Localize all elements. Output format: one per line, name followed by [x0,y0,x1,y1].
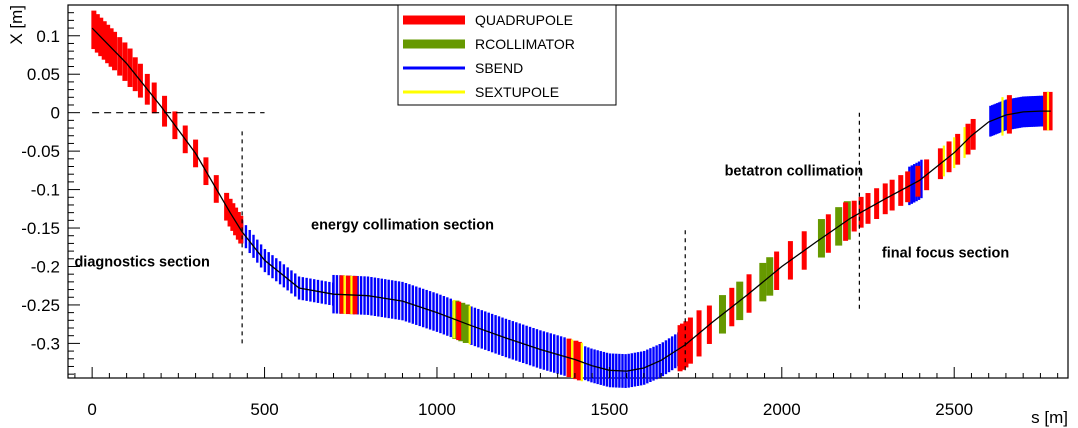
y-tick-label: 0.05 [27,65,60,84]
legend-entries: QUADRUPOLE RCOLLIMATOR SBEND SEXTUPOLE [403,12,575,100]
section-annotations: diagnostics section energy collimation se… [74,164,1009,271]
y-tick-label: -0.2 [31,257,60,276]
x-tick-label: 500 [250,400,278,419]
legend-swatch [403,39,465,49]
legend-label: SEXTUPOLE [475,84,559,100]
x-tick-label: 0 [87,400,96,419]
section-label: diagnostics section [74,254,209,270]
y-axis: 0.1 0.05 0 -0.05 -0.1 -0.15 -0.2 -0.25 -0.3 [21,12,80,375]
legend-label: SBEND [475,60,523,76]
x-tick-label: 2500 [935,400,973,419]
x-tick-label: 2000 [763,400,801,419]
x-axis-title: s [m] [1031,408,1068,427]
section-label: betatron collimation [725,164,864,180]
y-tick-label: -0.3 [31,334,60,353]
x-tick-label: 1000 [418,400,456,419]
orbit-line [91,27,1051,372]
legend-swatch [403,66,465,70]
section-label: energy collimation section [311,218,494,234]
y-tick-label: -0.05 [21,142,60,161]
legend: QUADRUPOLE RCOLLIMATOR SBEND SEXTUPOLE [397,4,617,106]
legend-label: QUADRUPOLE [475,12,573,28]
y-tick-label: 0.1 [36,27,60,46]
x-axis: 0 500 1000 1500 2000 2500 [74,367,1059,419]
section-label: final focus section [882,245,1009,261]
y-axis-title: X [m] [7,5,26,45]
x-tick-label: 1500 [590,400,628,419]
section-dividers [92,108,860,371]
y-tick-label: -0.1 [31,181,60,200]
y-tick-label: -0.25 [21,296,60,315]
legend-label: RCOLLIMATOR [475,36,575,52]
y-tick-label: 0 [51,104,60,123]
legend-swatch [403,90,465,94]
y-tick-label: -0.15 [21,219,60,238]
legend-swatch [403,15,465,25]
orbit-layer [91,27,1051,372]
